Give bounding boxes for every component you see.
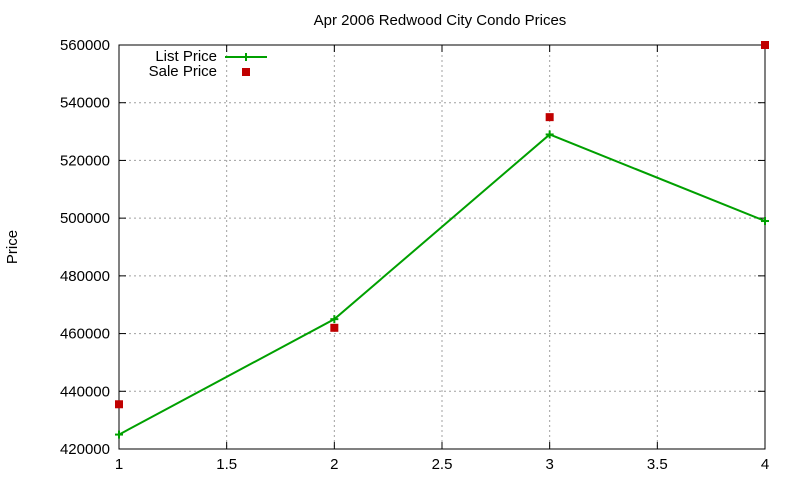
sale-price-point [761,41,769,49]
y-tick-label: 480000 [60,268,110,285]
list-price-point [761,217,769,226]
legend-swatches [225,53,267,76]
y-tick-label: 420000 [60,441,110,458]
list-price-point [545,130,554,139]
sale-price-point [545,113,554,122]
legend: List Price Sale Price [149,48,267,80]
y-tick-label: 560000 [60,37,110,54]
x-tick-label: 3 [545,456,553,473]
chart-title: Apr 2006 Redwood City Condo Prices [314,12,567,29]
grid [119,45,765,449]
list-price-point [115,430,123,439]
axis-ticks: 420000 440000 460000 480000 500000 520000 5400… [60,37,769,473]
sale-price-point [115,400,123,409]
y-tick-label: 520000 [60,152,110,169]
x-tick-label: 4 [761,456,769,473]
y-axis-label: Price [4,230,21,264]
legend-label-sale-price: Sale Price [149,63,217,80]
legend-swatch-list-price-marker [242,53,250,61]
legend-swatch-sale-price-marker [242,68,250,76]
sale-price-point [330,323,339,332]
x-tick-label: 2.5 [432,456,453,473]
x-tick-label: 1.5 [216,456,237,473]
x-tick-label: 2 [330,456,338,473]
y-tick-label: 440000 [60,383,110,400]
x-tick-label: 3.5 [647,456,668,473]
y-tick-label: 540000 [60,95,110,112]
y-tick-label: 460000 [60,326,110,343]
y-tick-label: 500000 [60,210,110,227]
list-price-line [118,133,766,436]
series-layer [115,41,769,439]
legend-label-list-price: List Price [155,48,217,65]
list-price-point [330,315,339,324]
x-tick-label: 1 [115,456,123,473]
